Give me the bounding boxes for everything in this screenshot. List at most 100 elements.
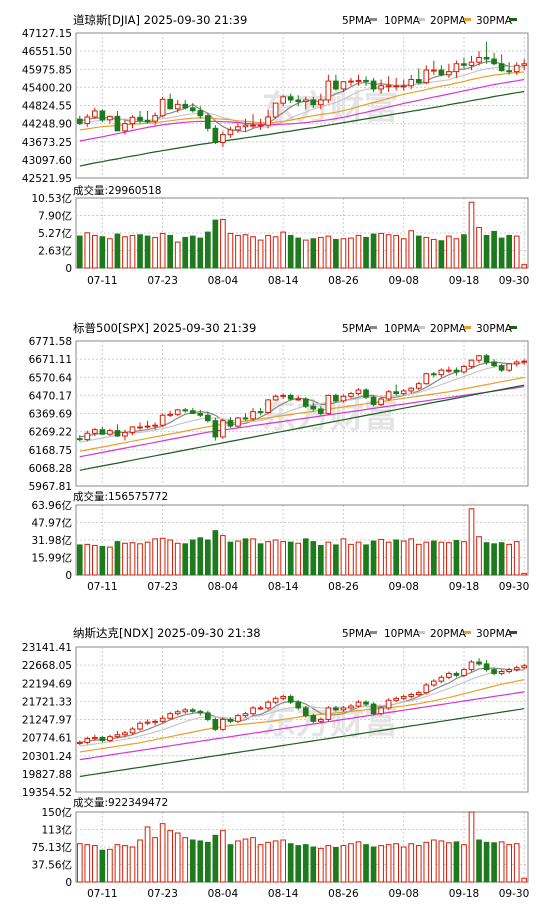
volume-tick-label: 15.99亿 <box>31 552 72 565</box>
volume-bar <box>287 234 294 269</box>
volume-bar <box>453 540 460 576</box>
volume-bar <box>393 539 400 576</box>
price-tick-label: 44248.90 <box>22 119 72 131</box>
candle-body <box>159 717 166 722</box>
legend-swatch-ma60 <box>510 326 517 329</box>
volume-bar <box>310 846 317 883</box>
candle-body <box>453 672 460 676</box>
candle-body <box>521 665 528 669</box>
x-tick-label: 09-18 <box>449 581 480 593</box>
x-tick-label: 09-18 <box>449 275 480 287</box>
volume-bar <box>91 544 98 576</box>
x-tick-label: 09-08 <box>388 275 419 287</box>
volume-bar <box>400 846 407 883</box>
candle-body <box>506 363 513 371</box>
legend-swatch-ma10 <box>418 18 425 21</box>
candle-body <box>348 393 354 397</box>
candle-body <box>430 69 437 72</box>
candle-body <box>446 71 452 76</box>
candle-body <box>400 695 407 699</box>
volume-bar <box>461 234 467 269</box>
candle-body <box>152 720 158 723</box>
ma-line-30PMA <box>79 78 525 142</box>
candle-body <box>159 98 166 117</box>
volume-bar <box>423 841 430 883</box>
volume-bar <box>423 236 430 269</box>
candle-body <box>107 115 113 121</box>
volume-bar <box>189 539 196 576</box>
price-tick-label: 6269.22 <box>29 427 72 439</box>
volume-bar <box>446 235 452 269</box>
volume-bar <box>174 832 181 883</box>
volume-bar <box>159 537 166 576</box>
candle-body <box>491 361 497 367</box>
legend-swatch-ma10 <box>418 326 425 329</box>
candle-body <box>137 116 143 121</box>
candle-body <box>468 359 475 368</box>
candle-body <box>483 355 490 363</box>
ma-line-20PMA <box>79 376 525 452</box>
candle-body <box>521 360 528 363</box>
x-tick-label: 08-14 <box>268 275 299 287</box>
volume-tick-label: 47.97亿 <box>31 517 72 530</box>
candle-body <box>76 118 83 125</box>
volume-bar <box>204 841 211 883</box>
volume-bar <box>393 234 400 269</box>
candle-body <box>348 705 354 709</box>
candle-body <box>250 411 256 420</box>
x-tick-label: 08-26 <box>328 275 359 287</box>
price-tick-label: 21247.97 <box>22 715 72 727</box>
candle-body <box>152 115 158 122</box>
volume-bar <box>272 840 279 883</box>
volume-bar <box>122 845 128 883</box>
chart-title: 道琼斯[DJIA] 2025-09-30 21:39 <box>73 13 247 27</box>
legend-item-ma5: 5PMA <box>342 323 372 335</box>
candle-body <box>204 414 211 422</box>
volume-bar <box>91 845 98 883</box>
volume-bar <box>242 234 249 269</box>
price-tick-label: 19354.52 <box>22 787 72 799</box>
volume-bar <box>385 234 392 269</box>
candle-body <box>333 394 339 402</box>
price-tick-label: 47127.15 <box>22 28 72 40</box>
volume-bar <box>521 572 528 576</box>
candle-body <box>302 99 309 103</box>
candle-body <box>393 391 400 395</box>
candle-body <box>355 389 362 395</box>
volume-bar <box>310 238 317 269</box>
candle-body <box>257 411 264 414</box>
volume-bar <box>521 264 528 269</box>
candle-body <box>287 96 294 101</box>
volume-tick-label: 31.98亿 <box>31 534 72 547</box>
x-tick-label: 09-30 <box>499 275 530 287</box>
volume-bar <box>325 541 332 576</box>
volume-tick-label: 75.13亿 <box>31 841 72 854</box>
volume-bar <box>378 232 384 269</box>
ma-line-10PMA <box>79 362 525 443</box>
candle-body <box>280 96 287 104</box>
x-tick-label: 07-11 <box>87 888 118 900</box>
volume-bar <box>415 845 422 883</box>
index-panel-3: 纳斯达克[NDX] 2025-09-30 21:38 5PMA 10PMA 20PMA… <box>22 626 529 900</box>
candle-body <box>476 355 482 361</box>
candle-body <box>506 669 513 673</box>
candle-body <box>302 707 309 717</box>
volume-bar <box>317 544 324 576</box>
volume-bar <box>370 540 377 576</box>
volume-bar <box>453 841 460 883</box>
volume-bar <box>129 234 136 269</box>
legend-swatch-ma5 <box>370 326 377 329</box>
volume-bar <box>76 235 83 269</box>
candle-body <box>370 396 377 405</box>
candle-body <box>491 58 497 65</box>
candle-body <box>302 398 309 407</box>
volume-bar <box>220 830 226 883</box>
legend-item-ma5: 5PMA <box>342 628 372 640</box>
candle-body <box>280 695 287 699</box>
candle-body <box>317 408 324 414</box>
volume-bar <box>114 233 121 269</box>
candle-body <box>91 110 98 118</box>
candle-body <box>272 102 279 118</box>
volume-bar <box>498 237 505 269</box>
candle-body <box>461 63 467 66</box>
